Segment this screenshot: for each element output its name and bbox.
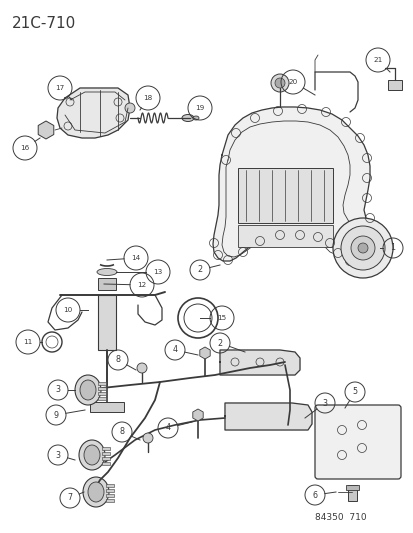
Polygon shape	[219, 350, 299, 375]
Text: 11: 11	[23, 339, 33, 345]
Text: 84350  710: 84350 710	[314, 513, 366, 522]
Ellipse shape	[88, 482, 104, 502]
Circle shape	[350, 236, 374, 260]
Text: 1: 1	[389, 244, 394, 253]
Bar	[102, 457, 110, 460]
Ellipse shape	[79, 440, 105, 470]
Bar	[237, 168, 332, 223]
Bar	[90, 402, 124, 412]
Text: 4: 4	[165, 424, 170, 432]
Ellipse shape	[75, 375, 101, 405]
Bar	[347, 485, 356, 501]
Bar	[237, 225, 332, 247]
Bar	[106, 484, 114, 487]
Bar	[98, 392, 106, 395]
Text: 12: 12	[137, 282, 146, 288]
Bar	[102, 452, 110, 455]
Bar	[106, 489, 114, 492]
Ellipse shape	[80, 380, 96, 400]
Bar	[102, 447, 110, 450]
Text: 13: 13	[153, 269, 162, 275]
Text: 10: 10	[63, 307, 72, 313]
Text: 6: 6	[312, 490, 317, 499]
Circle shape	[125, 103, 135, 113]
Circle shape	[274, 78, 284, 88]
Circle shape	[137, 363, 147, 373]
Polygon shape	[224, 403, 311, 430]
Ellipse shape	[84, 445, 100, 465]
Ellipse shape	[83, 477, 109, 507]
Bar	[345, 485, 358, 490]
Text: 3: 3	[55, 385, 60, 394]
Text: 21: 21	[373, 57, 382, 63]
Text: 20: 20	[288, 79, 297, 85]
Ellipse shape	[97, 269, 117, 276]
Text: 3: 3	[55, 450, 60, 459]
Ellipse shape	[192, 116, 199, 120]
Circle shape	[271, 74, 288, 92]
Bar	[98, 387, 106, 390]
Bar	[387, 80, 401, 90]
Text: 16: 16	[20, 145, 30, 151]
Circle shape	[357, 243, 367, 253]
Text: 5: 5	[351, 387, 357, 397]
Text: 3: 3	[322, 399, 327, 408]
Text: 15: 15	[217, 315, 226, 321]
Text: 4: 4	[172, 345, 177, 354]
FancyBboxPatch shape	[314, 405, 400, 479]
Text: 2: 2	[217, 338, 222, 348]
Circle shape	[142, 433, 153, 443]
Text: 21C-710: 21C-710	[12, 16, 76, 31]
Text: 9: 9	[53, 410, 58, 419]
Text: 17: 17	[55, 85, 64, 91]
Text: 8: 8	[119, 427, 124, 437]
Circle shape	[332, 218, 392, 278]
Text: 19: 19	[195, 105, 204, 111]
Bar	[98, 397, 106, 400]
Text: 18: 18	[143, 95, 152, 101]
Bar	[106, 499, 114, 502]
Bar	[98, 278, 116, 290]
Bar	[98, 295, 116, 350]
Polygon shape	[57, 88, 130, 138]
Bar	[102, 462, 110, 465]
Text: 2: 2	[197, 265, 202, 274]
Polygon shape	[212, 107, 379, 262]
Bar	[106, 494, 114, 497]
Text: 14: 14	[131, 255, 140, 261]
Text: 8: 8	[115, 356, 120, 365]
Bar	[98, 382, 106, 385]
Text: 7: 7	[67, 494, 72, 503]
Circle shape	[340, 226, 384, 270]
Ellipse shape	[182, 115, 194, 122]
